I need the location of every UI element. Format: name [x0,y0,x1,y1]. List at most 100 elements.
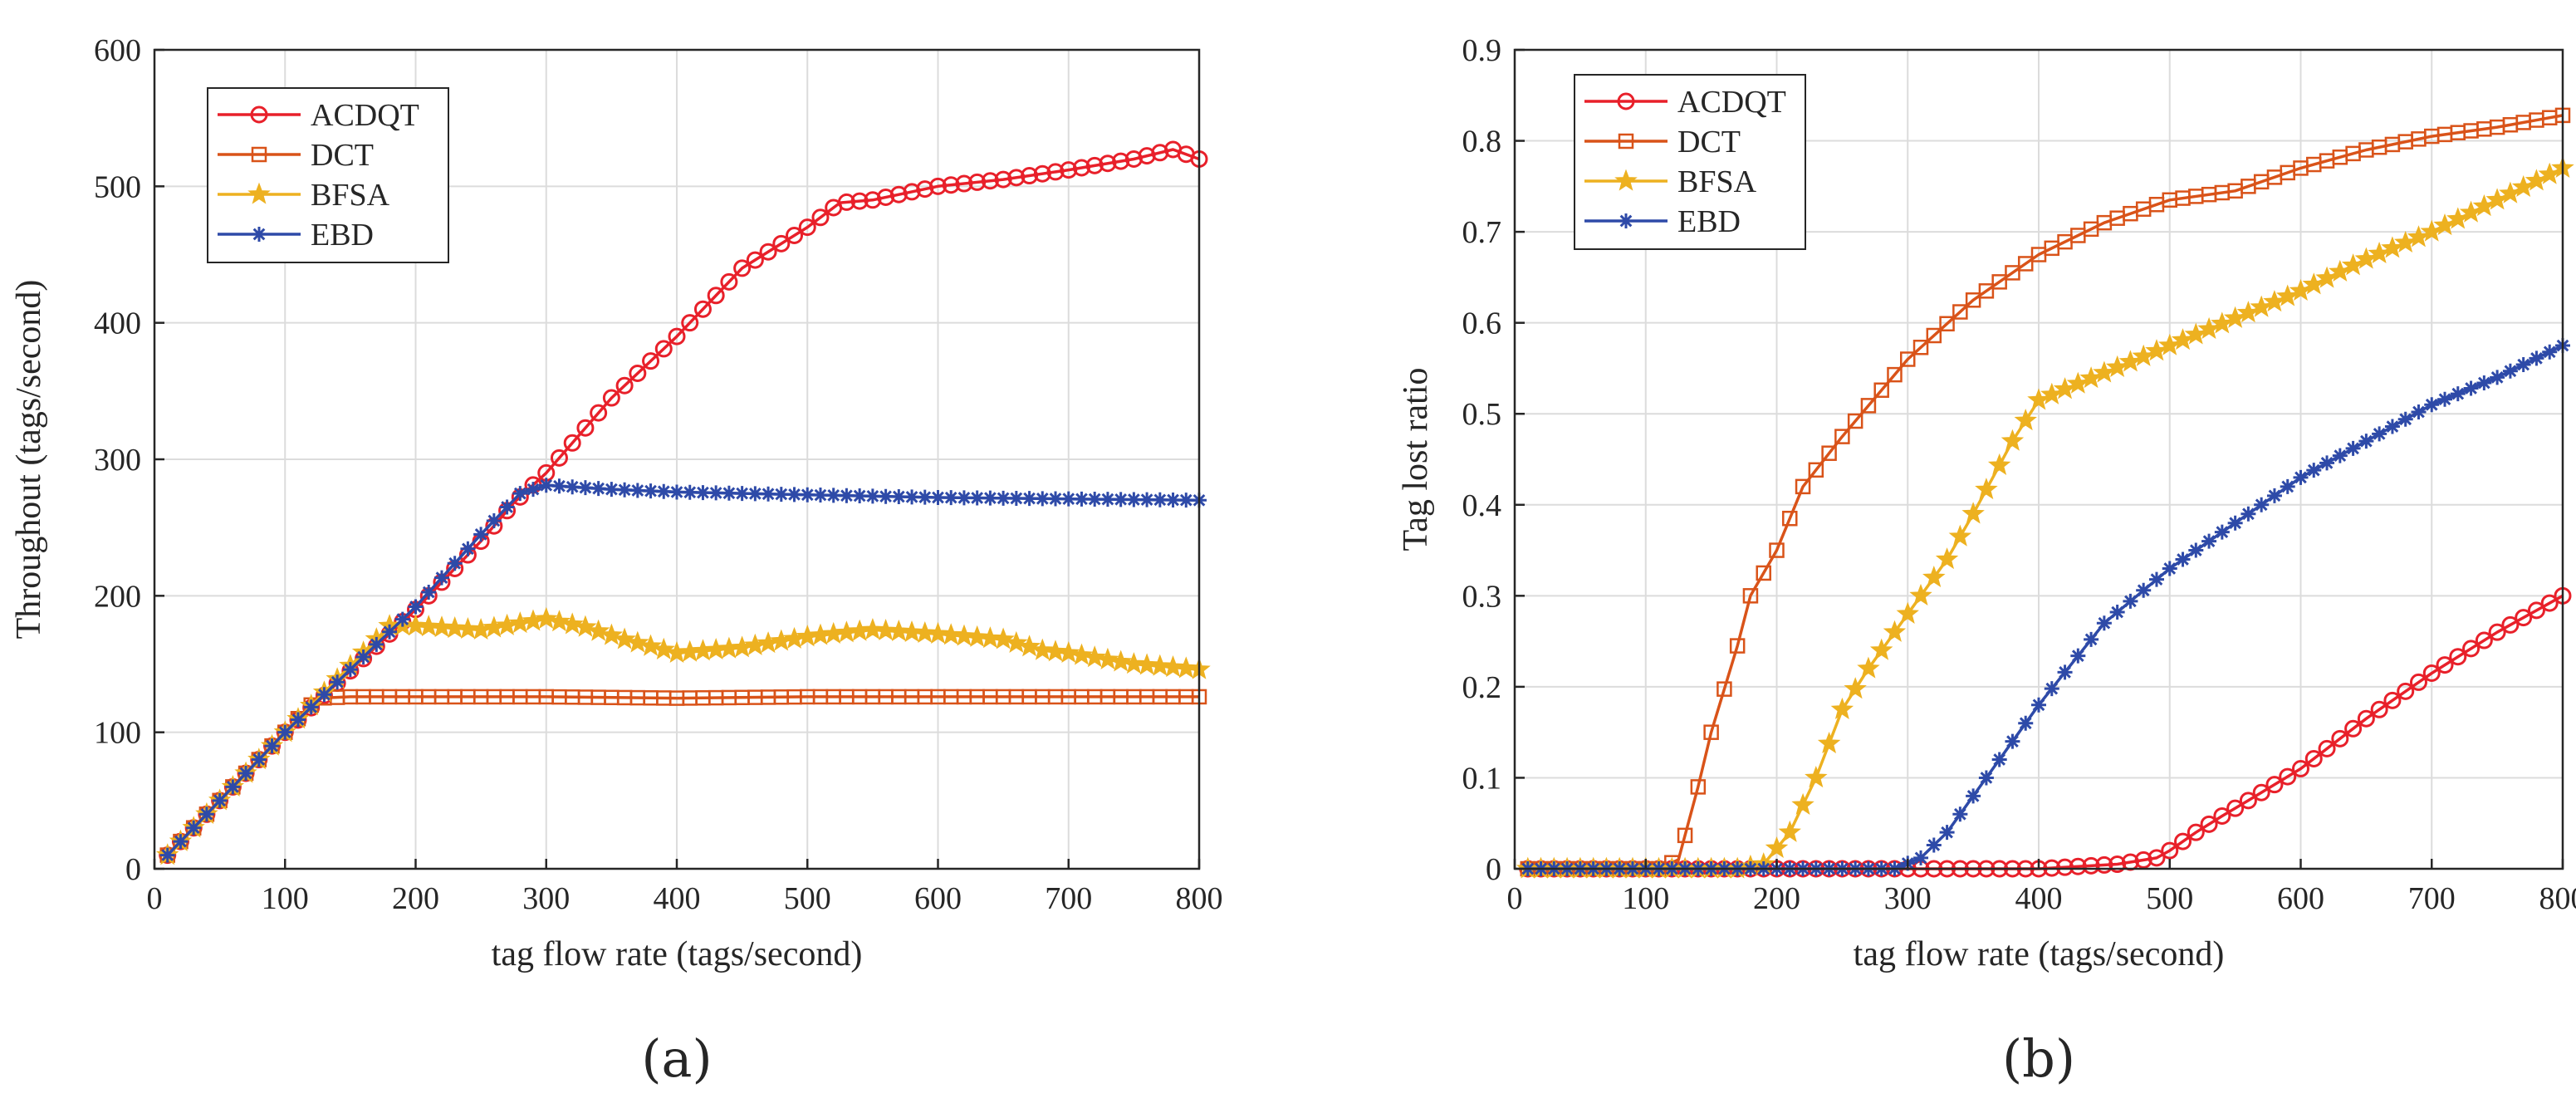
data-point-acdqt [2344,719,2363,738]
legend-label-dct: DCT [311,138,374,173]
data-point-ebd [1113,492,1129,507]
data-point-bfsa [2276,284,2299,306]
data-point-acdqt [1085,156,1104,174]
data-point-acdqt [1046,163,1065,181]
data-point-bfsa [2079,366,2103,389]
data-point-ebd [2018,715,2034,731]
data-point-acdqt [2226,799,2245,817]
legend-label-dct: DCT [1677,125,1741,159]
data-point-acdqt [2239,792,2257,810]
data-point-bfsa [2446,207,2470,229]
data-point-ebd [186,820,202,836]
data-point-dct [1795,478,1811,495]
data-point-ebd [2306,463,2322,478]
data-point-bfsa [1031,638,1055,660]
data-point-ebd [2044,681,2059,697]
data-point-ebd [2280,478,2295,494]
data-point-ebd [1035,491,1050,507]
data-point-ebd [264,738,280,754]
data-point-acdqt [2174,832,2192,851]
data-point-ebd [2424,397,2440,413]
data-point-bfsa [2250,295,2273,317]
data-point-acdqt [733,259,752,277]
legend-label-bfsa: BFSA [311,178,390,213]
data-point-acdqt [850,192,869,210]
data-point-ebd [2502,363,2518,379]
data-point-ebd [617,482,633,498]
data-point-ebd [277,724,293,740]
data-point-ebd [2397,411,2413,427]
data-point-ebd [355,649,371,664]
data-point-ebd [1978,770,1994,786]
data-point-ebd [2332,448,2348,463]
data-point-ebd [2162,561,2177,576]
data-point-dct [1756,565,1771,581]
data-point-dct [1900,351,1916,367]
data-point-ebd [225,779,241,795]
data-point-acdqt [590,404,608,422]
y-tick-label: 0.6 [1462,306,1502,341]
data-point-ebd [2096,615,2112,631]
data-point-bfsa [2105,355,2129,378]
legend-label-acdqt: ACDQT [311,98,419,133]
data-point-bfsa [1778,820,1801,842]
data-point-ebd [2175,552,2191,567]
panel-label: (b) [2002,1028,2075,1089]
data-point-ebd [526,482,541,498]
data-point-ebd [982,490,998,506]
data-point-dct [1978,283,1995,299]
data-point-ebd [2123,593,2138,609]
data-point-ebd [1074,491,1090,507]
data-point-bfsa [2001,429,2025,451]
legend-marker-acdqt [250,105,268,124]
data-point-bfsa [2289,278,2313,301]
x-tick-label: 800 [1176,881,1223,916]
data-point-acdqt [668,327,686,346]
data-point-ebd [708,485,724,501]
data-point-bfsa [1896,601,1919,624]
data-point-ebd [2188,542,2204,558]
data-point-ebd [969,490,985,506]
data-point-bfsa [965,625,989,647]
data-point-bfsa [1070,643,1094,665]
data-point-dct [1926,327,1942,344]
data-point-bfsa [1922,565,1946,588]
data-point-ebd [290,712,306,728]
data-point-acdqt [889,185,908,203]
data-point-acdqt [2292,759,2309,777]
data-point-ebd [761,486,776,502]
data-point-bfsa [978,626,1002,649]
data-point-ebd [382,624,398,640]
data-point-dct [1808,462,1824,478]
data-point-bfsa [913,620,937,644]
data-point-ebd [956,490,972,506]
data-point-bfsa [417,615,440,637]
data-point-bfsa [2027,388,2050,410]
data-point-bfsa [2472,194,2496,217]
panel-a-throughput-chart: 0 100 200 300 400 500 600 700 800 0 100 200 300 400 50… [10,33,1223,1089]
x-tick-label: 0 [147,881,163,916]
x-tick-label: 700 [2408,881,2456,916]
data-point-acdqt [811,208,830,227]
data-point-ebd [1939,825,1955,841]
data-point-dct [1952,304,1968,320]
data-point-ebd [2241,506,2256,522]
data-point-bfsa [652,637,675,659]
y-tick-label: 600 [94,33,141,68]
data-point-ebd [825,488,841,503]
data-point-bfsa [1017,635,1041,657]
data-point-acdqt [2383,691,2402,709]
data-point-acdqt [981,172,999,190]
data-point-ebd [2293,469,2309,485]
data-point-dct [1939,316,1955,332]
x-tick-label: 500 [784,881,831,916]
x-tick-label: 400 [2015,881,2063,916]
data-point-acdqt [2161,841,2179,860]
data-point-bfsa [2420,219,2443,242]
data-point-bfsa [2511,174,2535,198]
x-tick-label: 200 [1753,881,1800,916]
data-point-bfsa [561,612,584,635]
data-point-bfsa [2538,162,2561,184]
data-point-ebd [773,487,789,502]
data-point-bfsa [404,614,428,636]
